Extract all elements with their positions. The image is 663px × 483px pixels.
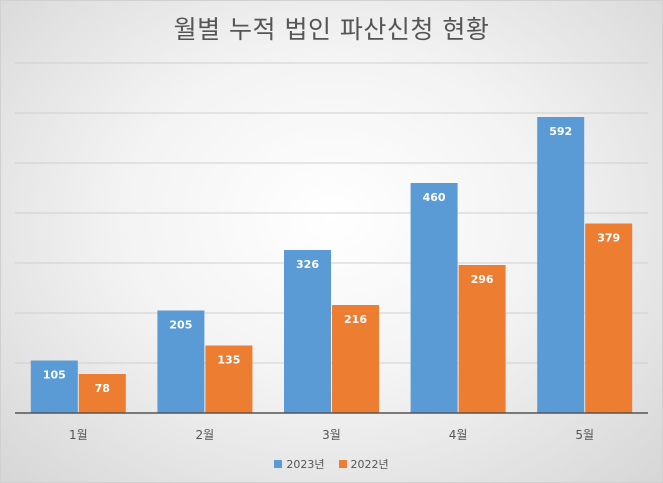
legend-item-series-1: 2023년 (274, 456, 325, 472)
bar (537, 117, 585, 413)
legend-swatch-series-1 (274, 460, 283, 468)
data-label: 78 (95, 382, 110, 395)
data-label: 379 (597, 232, 620, 245)
data-label: 105 (43, 369, 66, 382)
legend-swatch-series-2 (338, 460, 347, 468)
bar (30, 360, 78, 413)
data-label: 135 (217, 354, 240, 367)
bar (284, 250, 331, 413)
chart-title: 월별 누적 법인 파산신청 현황 (173, 15, 490, 44)
bar (410, 183, 458, 413)
data-label: 460 (423, 191, 446, 204)
legend-label-series-1: 2023년 (286, 458, 325, 471)
data-label: 592 (549, 125, 572, 138)
data-label: 326 (296, 258, 319, 271)
data-label: 216 (344, 313, 367, 326)
legend-label-series-2: 2022년 (350, 458, 389, 471)
x-tick-label: 2월 (196, 428, 215, 442)
x-tick-label: 4월 (449, 428, 468, 442)
data-label: 205 (169, 319, 192, 332)
x-tick-label: 3월 (322, 428, 341, 442)
legend-item-series-2: 2022년 (338, 456, 389, 472)
x-tick-label: 5월 (575, 428, 594, 442)
bar (78, 374, 126, 413)
data-label: 296 (471, 273, 494, 286)
legend: 2023년 2022년 (1, 456, 662, 472)
bar (332, 305, 379, 413)
bar (157, 310, 205, 413)
bar (458, 265, 506, 413)
bar (205, 345, 253, 413)
bar (585, 223, 633, 413)
x-tick-label: 1월 (69, 428, 88, 442)
